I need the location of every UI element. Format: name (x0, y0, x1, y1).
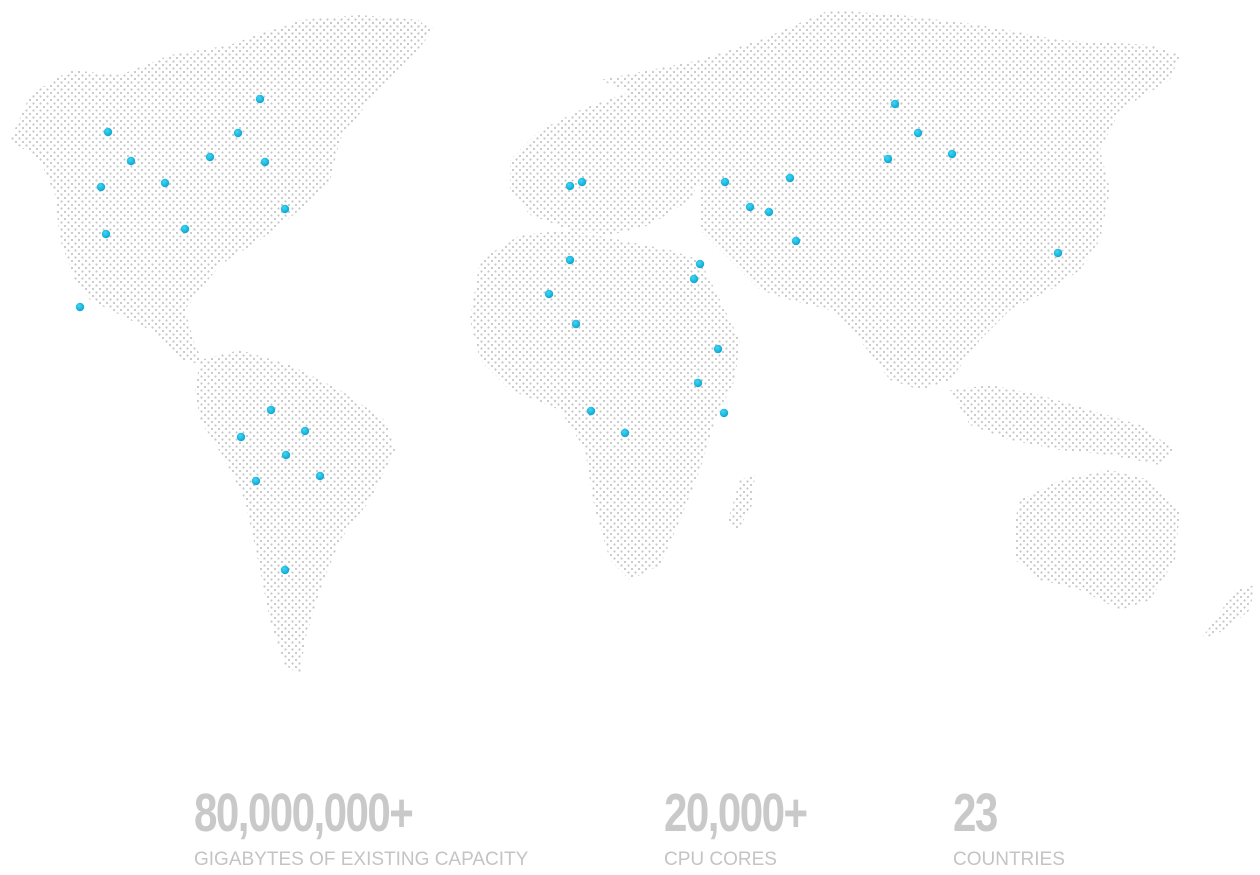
continent-madagascar (728, 475, 755, 530)
continent-south-america (195, 350, 395, 675)
location-dot-icon (785, 173, 795, 183)
location-dot-icon (205, 152, 215, 162)
location-dot-icon (300, 426, 310, 436)
location-dot-icon (266, 405, 276, 415)
location-dot-icon (75, 302, 85, 312)
location-dot-icon (571, 319, 581, 329)
continent-arctic-islands (250, 15, 430, 70)
stat-capacity-value: 80,000,000+ (194, 783, 414, 843)
stat-capacity-label: GIGABYTES OF EXISTING CAPACITY (194, 849, 529, 870)
location-dot-icon (103, 127, 113, 137)
location-dot-icon (620, 428, 630, 438)
stat-cpu-cores-label: CPU CORES (664, 849, 777, 870)
location-dot-icon (544, 289, 554, 299)
location-dot-icon (890, 99, 900, 109)
location-dot-icon (96, 182, 106, 192)
world-map-canvas (10, 10, 1255, 675)
location-dot-icon (233, 128, 243, 138)
location-dot-icon (126, 156, 136, 166)
location-dot-icon (745, 202, 755, 212)
continent-new-zealand (1200, 585, 1255, 640)
continents (10, 10, 1255, 675)
continent-north-america (10, 18, 435, 365)
location-dot-icon (180, 224, 190, 234)
location-dot-icon (913, 128, 923, 138)
stat-cpu-cores-value: 20,000+ (664, 783, 808, 843)
world-map (10, 10, 1255, 675)
stat-countries: 23 COUNTRIES (953, 780, 1065, 872)
stat-capacity: 80,000,000+ GIGABYTES OF EXISTING CAPACI… (194, 780, 528, 872)
location-dot-icon (689, 274, 699, 284)
location-dot-icon (586, 406, 596, 416)
location-dot-icon (260, 157, 270, 167)
continent-australia (1015, 470, 1180, 610)
location-dot-icon (101, 229, 111, 239)
location-dot-icon (947, 149, 957, 159)
location-dot-icon (720, 177, 730, 187)
location-dot-icon (764, 207, 774, 217)
location-dot-icon (693, 378, 703, 388)
location-dot-icon (719, 408, 729, 418)
location-dot-icon (251, 476, 261, 486)
location-dot-icon (791, 236, 801, 246)
stats-row: 80,000,000+ GIGABYTES OF EXISTING CAPACI… (0, 780, 1260, 875)
location-dot-icon (565, 181, 575, 191)
continent-asia (600, 10, 1180, 390)
location-dot-icon (713, 344, 723, 354)
stat-countries-label: COUNTRIES (953, 849, 1065, 870)
location-dot-icon (1053, 248, 1063, 258)
continent-europe (510, 85, 720, 235)
location-dot-icon (565, 255, 575, 265)
stat-cpu-cores: 20,000+ CPU CORES (664, 780, 847, 872)
location-dot-icon (315, 471, 325, 481)
location-dot-icon (281, 450, 291, 460)
location-dot-icon (577, 177, 587, 187)
continent-africa (470, 230, 740, 580)
location-dot-icon (695, 259, 705, 269)
location-dot-icon (236, 432, 246, 442)
continent-southeast-asia (950, 385, 1175, 465)
location-dot-icon (255, 94, 265, 104)
location-dot-icon (160, 178, 170, 188)
location-dot-icon (280, 565, 290, 575)
location-dot-icon (883, 154, 893, 164)
location-markers (75, 94, 1063, 575)
location-dot-icon (280, 204, 290, 214)
stat-countries-value: 23 (953, 783, 998, 843)
